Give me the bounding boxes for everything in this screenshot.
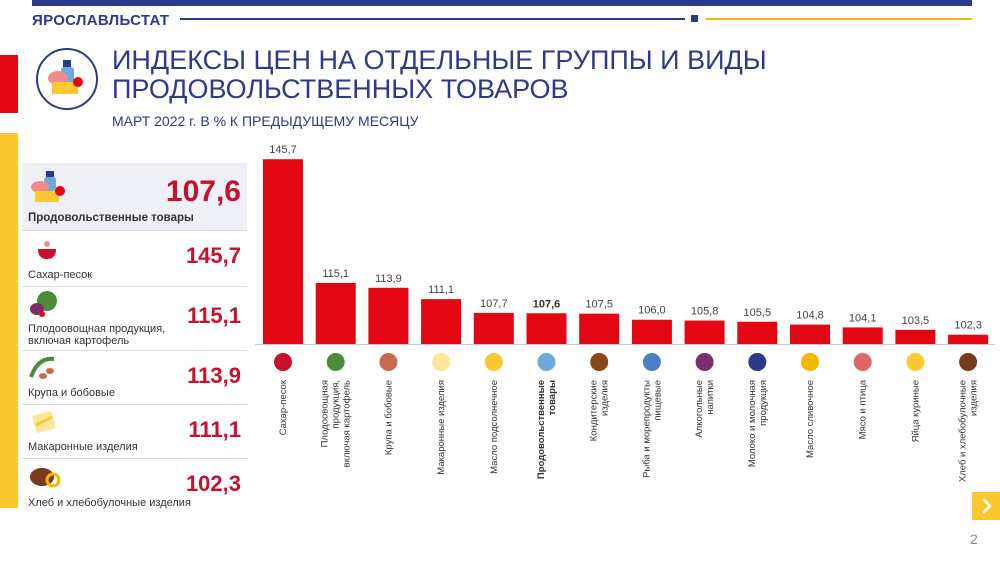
category-label-11: Мясо и птица xyxy=(858,379,869,439)
bar-value-label-3: 111,1 xyxy=(428,284,454,296)
bread-icon xyxy=(959,353,978,371)
bar-8 xyxy=(684,320,725,344)
meat-icon xyxy=(853,353,872,371)
chevron-right-icon xyxy=(982,498,992,514)
summary-value-sugar: 145,7 xyxy=(185,243,241,268)
butter-icon xyxy=(801,353,819,371)
summary-label-bread: Хлеб и хлебобулочные изделия xyxy=(28,497,191,509)
summary-card-pasta: 111,1 Макаронные изделия xyxy=(22,405,247,459)
vegetables-icon xyxy=(30,291,57,317)
bar-0 xyxy=(263,159,303,344)
groceries-icon xyxy=(48,60,83,94)
bar-6 xyxy=(579,313,620,344)
header-divider-yellow xyxy=(706,18,972,20)
category-label-6: Кондитерскиеизделия xyxy=(589,380,611,441)
eggs-icon xyxy=(906,353,925,371)
bar-13 xyxy=(948,334,989,344)
summary-card-vegetables: 115,1 Плодоовощная продукция, включая ка… xyxy=(22,287,247,351)
page-number: 2 xyxy=(970,531,978,547)
bar-11 xyxy=(842,327,883,344)
page-title: ИНДЕКСЫ ЦЕН НА ОТДЕЛЬНЫЕ ГРУППЫ И ВИДЫ П… xyxy=(112,46,767,104)
pasta-icon xyxy=(432,353,451,371)
category-label-8: Алкогольныенапитки xyxy=(694,380,716,438)
page-subtitle: МАРТ 2022 г. В % К ПРЕДЫДУЩЕМУ МЕСЯЦУ xyxy=(112,113,419,129)
category-label-5: Продовольственныетовары xyxy=(536,380,558,479)
fish-icon xyxy=(642,353,661,371)
summary-value-bread: 102,3 xyxy=(185,471,241,496)
category-label-12: Яйца куриные xyxy=(910,380,921,442)
bar-value-label-8: 105,8 xyxy=(691,306,719,318)
header-divider-blue xyxy=(180,18,685,20)
bar-3 xyxy=(421,299,462,344)
milk-icon xyxy=(748,353,767,371)
bar-5 xyxy=(526,313,567,344)
category-label-0: Сахар-песок xyxy=(278,379,289,435)
category-label-13: Хлеб и хлебобулочныеизделия xyxy=(958,380,980,482)
category-label-4: Масло подсолнечное xyxy=(489,380,500,474)
bar-value-label-5: 107,6 xyxy=(533,298,561,310)
beans-icon xyxy=(29,356,55,379)
summary-label-vegetables-1: Плодоовощная продукция, xyxy=(28,323,166,335)
bar-value-label-0: 145,7 xyxy=(269,144,297,156)
bar-value-label-12: 103,5 xyxy=(902,315,930,327)
summary-value-pasta: 111,1 xyxy=(188,417,241,442)
category-label-1: Плодоовощнаяпродукция,включая картофель xyxy=(320,380,353,467)
red-accent-tab xyxy=(0,55,18,113)
pasta-icon xyxy=(32,411,56,433)
cake-icon xyxy=(590,353,609,371)
summary-label-sugar: Сахар-песок xyxy=(28,269,93,281)
yellow-accent-tab xyxy=(0,133,18,508)
wine-bottles-icon xyxy=(695,353,714,371)
groceries-logo xyxy=(36,48,98,110)
bar-value-label-9: 105,5 xyxy=(744,307,772,319)
bar-2 xyxy=(368,287,409,344)
sunflower-oil-icon xyxy=(484,353,503,371)
bar-9 xyxy=(737,321,778,344)
category-label-10: Масло сливочное xyxy=(805,380,816,458)
top-rule xyxy=(32,0,972,6)
summary-label-pasta: Макаронные изделия xyxy=(28,441,138,453)
sugar-bowl-icon xyxy=(38,241,56,259)
bar-12 xyxy=(895,329,936,344)
groceries-icon xyxy=(537,353,556,371)
bar-value-label-10: 104,8 xyxy=(796,310,824,322)
sugar-bowl-icon xyxy=(274,353,292,371)
price-index-bar-chart: 145,7 Сахар-песок 115,1 Плодоовощнаяпродукц… xyxy=(255,144,995,482)
bar-value-label-7: 106,0 xyxy=(638,305,666,317)
bar-value-label-11: 104,1 xyxy=(849,312,877,324)
summary-label-groceries: Продовольственные товары xyxy=(28,212,194,224)
header-divider-square xyxy=(691,15,698,22)
brand-name: ЯРОСЛАВЛЬСТАТ xyxy=(32,12,170,29)
summary-value-vegetables: 115,1 xyxy=(187,303,241,328)
next-slide-button[interactable] xyxy=(972,492,1000,520)
summary-card-groceries: 107,6 Продовольственные товары xyxy=(22,163,247,231)
summary-panel: 107,6 Продовольственные товары 145,7 Сах… xyxy=(22,163,247,515)
bar-value-label-1: 115,1 xyxy=(322,268,349,280)
summary-card-beans: 113,9 Крупа и бобовые xyxy=(22,351,247,405)
vegetables-icon xyxy=(326,353,345,371)
summary-label-vegetables-2: включая картофель xyxy=(28,335,130,347)
bread-icon xyxy=(30,468,61,488)
title-line-2: ПРОДОВОЛЬСТВЕННЫХ ТОВАРОВ xyxy=(112,74,569,104)
bar-value-label-4: 107,7 xyxy=(480,298,508,310)
bar-10 xyxy=(790,324,830,344)
beans-icon xyxy=(379,353,398,371)
bar-value-label-6: 107,5 xyxy=(585,299,613,311)
bar-4 xyxy=(473,312,514,344)
title-line-1: ИНДЕКСЫ ЦЕН НА ОТДЕЛЬНЫЕ ГРУППЫ И ВИДЫ xyxy=(112,45,767,75)
summary-label-beans: Крупа и бобовые xyxy=(28,387,115,399)
bar-1 xyxy=(315,282,356,344)
summary-value-beans: 113,9 xyxy=(187,363,241,388)
bar-value-label-13: 102,3 xyxy=(954,320,982,332)
category-label-3: Макаронные изделия xyxy=(436,380,447,475)
category-label-7: Рыба и морепродуктыпищевые xyxy=(641,380,663,478)
bar-value-label-2: 113,9 xyxy=(375,273,402,285)
category-label-9: Молоко и молочнаяпродукция xyxy=(747,380,769,467)
summary-card-bread: 102,3 Хлеб и хлебобулочные изделия xyxy=(22,459,247,515)
category-label-2: Крупа и бобовые xyxy=(383,380,394,455)
summary-value-groceries: 107,6 xyxy=(165,175,241,208)
bar-7 xyxy=(631,319,672,344)
summary-card-sugar: 145,7 Сахар-песок xyxy=(22,231,247,287)
groceries-icon xyxy=(31,171,65,202)
